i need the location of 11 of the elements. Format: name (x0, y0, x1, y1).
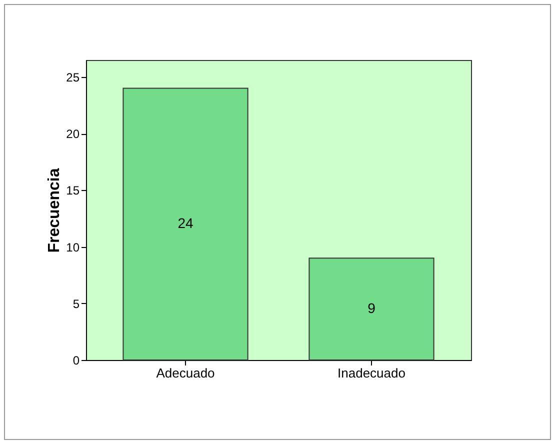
y-tick-label: 15 (66, 184, 80, 198)
y-tick-label: 25 (66, 70, 80, 84)
y-tick-label: 0 (72, 354, 80, 368)
data-label: 9 (368, 300, 376, 316)
x-tick-label: Adecuado (156, 366, 215, 380)
y-axis-title: Frecuencia (46, 168, 64, 253)
y-tick-label: 10 (66, 240, 80, 254)
x-tick-label: Inadecuado (338, 366, 406, 380)
data-label: 24 (178, 215, 194, 232)
y-tick-label: 5 (72, 296, 80, 311)
y-tick-label: 20 (66, 127, 80, 142)
